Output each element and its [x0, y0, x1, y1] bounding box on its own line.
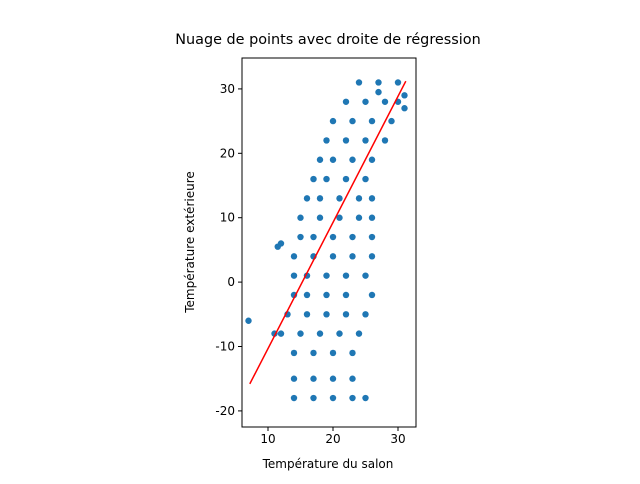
y-tick-label: 10 [220, 211, 235, 225]
scatter-point [355, 214, 363, 221]
scatter-point [290, 375, 298, 382]
scatter-point [355, 195, 363, 202]
scatter-point [310, 349, 317, 357]
scatter-point [349, 233, 356, 241]
axes-frame [241, 57, 417, 428]
scatter-point [310, 375, 317, 382]
scatter-point [336, 214, 343, 221]
scatter-point [355, 79, 363, 86]
scatter-point [342, 291, 350, 299]
scatter-point [336, 330, 343, 337]
scatter-point [368, 253, 376, 260]
scatter-point [349, 253, 356, 260]
scatter-point [381, 137, 389, 144]
scatter-point [323, 175, 330, 183]
y-axis-label: Température extérieure [183, 171, 197, 314]
scatter-point [349, 394, 356, 402]
x-tick-label: 10 [260, 432, 275, 446]
scatter-point [362, 311, 369, 318]
scatter-point [329, 394, 337, 402]
scatter-point [342, 272, 350, 279]
scatter-point [368, 214, 376, 221]
scatter-point [316, 156, 324, 163]
scatter-point [277, 330, 285, 337]
y-tick-label: 0 [227, 275, 235, 289]
scatter-point [342, 311, 350, 318]
scatter-point [290, 253, 298, 260]
scatter-point [329, 117, 337, 125]
scatter-point [349, 156, 356, 163]
scatter-point [355, 330, 363, 337]
scatter-point [342, 98, 350, 105]
scatter-point [329, 156, 337, 163]
scatter-point [323, 311, 330, 318]
y-tick-label: 20 [220, 146, 235, 160]
scatter-point [362, 272, 369, 279]
scatter-point [323, 137, 330, 144]
scatter-point [245, 317, 252, 324]
scatter-point [323, 272, 330, 279]
scatter-point [316, 330, 324, 337]
scatter-point [368, 233, 376, 241]
scatter-point [368, 195, 376, 202]
scatter-point [362, 394, 369, 402]
scatter-point [342, 137, 350, 144]
scatter-point [381, 98, 389, 105]
scatter-point [349, 349, 356, 357]
scatter-point [362, 137, 369, 144]
scatter-point [323, 291, 330, 299]
scatter-point [349, 375, 356, 382]
scatter-point [303, 195, 311, 202]
scatter-point [329, 233, 337, 241]
scatter-point [336, 195, 343, 202]
scatter-point [329, 349, 337, 357]
plot-area [245, 79, 408, 402]
scatter-point [401, 105, 408, 112]
scatter-point [316, 214, 324, 221]
scatter-point [290, 394, 298, 402]
chart-title: Nuage de points avec droite de régressio… [175, 32, 480, 48]
scatter-point [329, 375, 337, 382]
scatter-point [375, 88, 382, 96]
y-tick-label: -10 [215, 340, 235, 354]
scatter-point [368, 156, 376, 163]
scatter-point [368, 291, 376, 299]
scatter-point [349, 117, 356, 125]
scatter-point [303, 291, 311, 299]
scatter-point [297, 214, 304, 221]
scatter-point [388, 117, 395, 125]
scatter-point [342, 175, 350, 183]
scatter-point [394, 79, 402, 86]
regression-line [249, 80, 407, 385]
scatter-point [362, 98, 369, 105]
scatter-point [329, 253, 337, 260]
y-tick-label: -20 [215, 404, 235, 418]
scatter-point [297, 330, 304, 337]
scatter-point [310, 233, 317, 241]
x-tick-label: 20 [325, 432, 340, 446]
scatter-point [297, 233, 304, 241]
scatter-point [290, 349, 298, 357]
scatter-point [362, 175, 369, 183]
x-axis-label: Température du salon [262, 457, 394, 471]
scatter-point [290, 272, 298, 279]
scatter-point [316, 195, 324, 202]
scatter-point [303, 311, 311, 318]
scatter-point [401, 92, 408, 99]
scatter-point [277, 240, 285, 247]
scatter-point [310, 394, 317, 402]
scatter-point [310, 175, 317, 183]
scatter-point [368, 117, 376, 125]
y-tick-label: 30 [220, 82, 235, 96]
scatter-point [375, 79, 382, 86]
x-tick-label: 30 [390, 432, 405, 446]
